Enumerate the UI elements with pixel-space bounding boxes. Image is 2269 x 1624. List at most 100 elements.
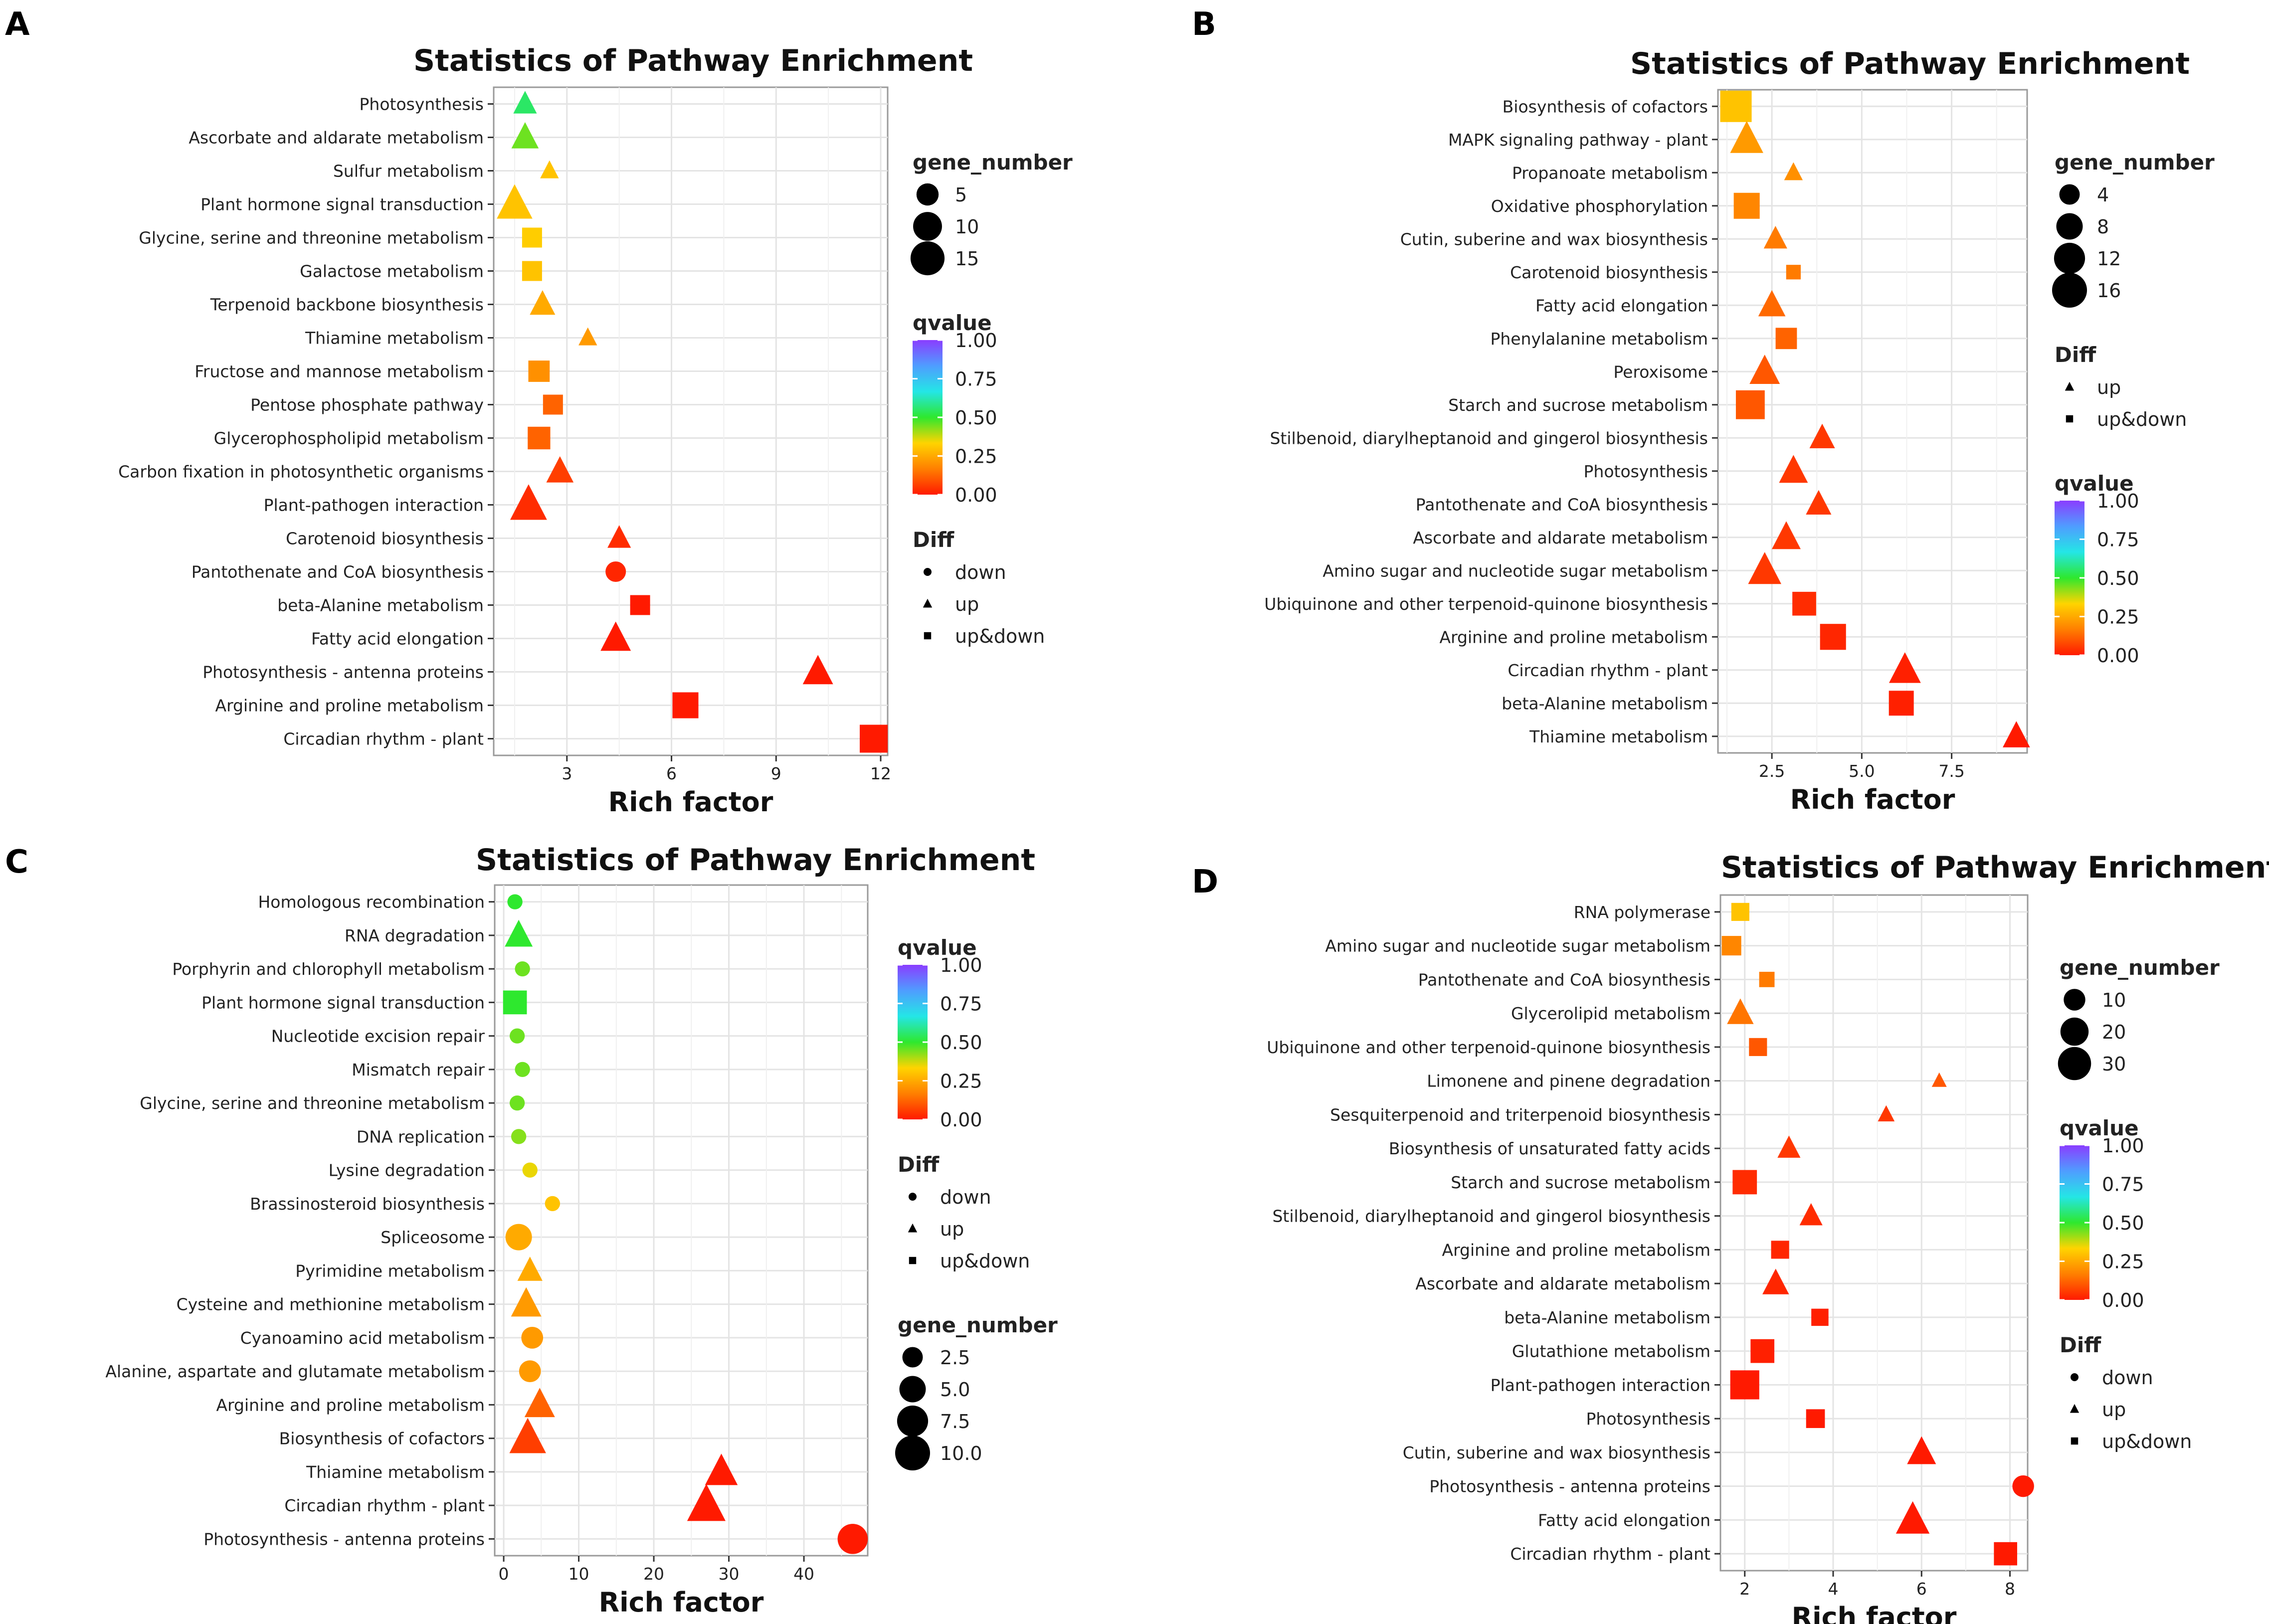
pathway-label: Cutin, suberine and wax biosynthesis bbox=[1400, 229, 1708, 249]
pathway-label: Porphyrin and chlorophyll metabolism bbox=[172, 959, 485, 979]
size-legend-key bbox=[899, 1376, 926, 1403]
x-tick-label: 8 bbox=[2005, 1579, 2015, 1599]
data-point bbox=[1777, 1135, 1801, 1158]
data-point bbox=[860, 724, 888, 753]
pathway-label: Propanoate metabolism bbox=[1512, 163, 1708, 182]
data-point bbox=[1762, 1268, 1789, 1294]
data-point bbox=[1750, 1339, 1775, 1363]
pathway-label: Pantothenate and CoA biosynthesis bbox=[1416, 495, 1708, 514]
pathway-label: Circadian rhythm - plant bbox=[1510, 1544, 1710, 1564]
data-point bbox=[515, 1062, 530, 1078]
data-point bbox=[1758, 290, 1786, 317]
diff-legend-label: down bbox=[940, 1186, 991, 1208]
pathway-label: Biosynthesis of cofactors bbox=[1503, 97, 1708, 116]
diff-legend-label: up&down bbox=[940, 1250, 1030, 1272]
data-point bbox=[1809, 423, 1835, 448]
data-point bbox=[509, 1095, 525, 1111]
pathway-label: Phenylalanine metabolism bbox=[1490, 329, 1708, 349]
diff-legend-key bbox=[909, 1193, 917, 1201]
panel-b: B Statistics of Pathway Enrichment Biosynt… bbox=[1192, 6, 2215, 815]
pathway-label: Starch and sucrose metabolism bbox=[1451, 1173, 1710, 1192]
data-point bbox=[1749, 1038, 1767, 1056]
panel-c: C Statistics of Pathway Enrichment Homolog… bbox=[5, 843, 1058, 1618]
pathway-label: Stilbenoid, diarylheptanoid and gingerol… bbox=[1270, 428, 1708, 448]
chart-title: Statistics of Pathway Enrichment bbox=[1630, 46, 2190, 81]
size-legend-key bbox=[2058, 1047, 2091, 1081]
pathway-label: Photosynthesis bbox=[1584, 462, 1708, 481]
size-legend-label: 8 bbox=[2097, 216, 2109, 238]
size-legend-key bbox=[2052, 273, 2087, 308]
x-tick-label: 6 bbox=[1916, 1579, 1927, 1599]
data-point bbox=[510, 484, 547, 520]
x-axis-label: Rich factor bbox=[1792, 1602, 1957, 1624]
data-point bbox=[511, 1287, 542, 1317]
data-point bbox=[1895, 1501, 1930, 1534]
pathway-label: Glycine, serine and threonine metabolism bbox=[140, 1093, 485, 1113]
pathway-label: Amino sugar and nucleotide sugar metabol… bbox=[1325, 936, 1710, 956]
data-point bbox=[1811, 1308, 1829, 1326]
pathway-label: Homologous recombination bbox=[258, 893, 485, 912]
data-point bbox=[1763, 225, 1787, 249]
data-point bbox=[1727, 998, 1754, 1024]
pathway-label: Sulfur metabolism bbox=[333, 162, 484, 181]
size-legend-label: 10.0 bbox=[940, 1443, 982, 1464]
data-point bbox=[513, 91, 537, 114]
panel-a: A Statistics of Pathway Enrichment Photosy… bbox=[5, 6, 1073, 818]
pathway-label: Plant hormone signal transduction bbox=[201, 993, 485, 1012]
diff-legend-title: Diff bbox=[2055, 343, 2096, 367]
pathway-label: Galactose metabolism bbox=[300, 262, 484, 281]
pathway-label: Pantothenate and CoA biosynthesis bbox=[1418, 970, 1710, 989]
data-point bbox=[505, 1224, 532, 1251]
qvalue-legend-label: 0.00 bbox=[2097, 645, 2139, 667]
panel-label: A bbox=[5, 6, 30, 43]
pathway-label: Cysteine and methionine metabolism bbox=[177, 1295, 485, 1314]
x-tick-label: 3 bbox=[562, 764, 572, 783]
diff-legend-label: up&down bbox=[955, 625, 1045, 647]
pathway-label: RNA degradation bbox=[345, 926, 485, 945]
size-legend-title: gene_number bbox=[2055, 150, 2215, 175]
pathway-label: Ascorbate and aldarate metabolism bbox=[189, 128, 484, 148]
data-point bbox=[1720, 90, 1752, 122]
data-point bbox=[1721, 936, 1741, 956]
data-point bbox=[511, 122, 539, 149]
diff-legend-label: up bbox=[2102, 1399, 2126, 1421]
pathway-label: Arginine and proline metabolism bbox=[1442, 1240, 1711, 1260]
pathway-label: DNA replication bbox=[357, 1127, 485, 1146]
pathway-label: Oxidative phosphorylation bbox=[1491, 196, 1708, 216]
data-point bbox=[511, 1129, 527, 1144]
qvalue-legend-label: 0.25 bbox=[2097, 606, 2139, 628]
chart-title: Statistics of Pathway Enrichment bbox=[1721, 850, 2269, 885]
diff-legend-label: down bbox=[955, 561, 1006, 583]
data-point bbox=[545, 1196, 561, 1212]
pathway-label: Limonene and pinene degradation bbox=[1427, 1072, 1710, 1091]
qvalue-legend-title: qvalue bbox=[2055, 471, 2134, 496]
x-axis-label: Rich factor bbox=[599, 1587, 764, 1618]
data-point bbox=[524, 1388, 555, 1418]
x-tick-label: 10 bbox=[568, 1564, 589, 1584]
x-tick-label: 30 bbox=[719, 1564, 740, 1584]
qvalue-legend-label: 0.00 bbox=[940, 1109, 982, 1131]
pathway-label: Carbon fixation in photosynthetic organi… bbox=[118, 462, 484, 482]
diff-legend-key bbox=[2070, 1404, 2080, 1413]
data-point bbox=[1889, 691, 1914, 716]
pathway-label: MAPK signaling pathway - plant bbox=[1448, 130, 1708, 150]
data-point bbox=[1748, 552, 1781, 584]
qvalue-legend-label: 1.00 bbox=[2102, 1135, 2144, 1157]
qvalue-legend-label: 0.75 bbox=[955, 368, 997, 390]
plot-area bbox=[493, 86, 889, 756]
pathway-label: Thiamine metabolism bbox=[305, 329, 484, 348]
pathway-label: Alanine, aspartate and glutamate metabol… bbox=[105, 1362, 485, 1381]
size-legend-label: 5.0 bbox=[940, 1379, 970, 1401]
pathway-label: Photosynthesis - antenna proteins bbox=[203, 1529, 485, 1549]
size-legend-label: 10 bbox=[955, 216, 979, 238]
pathway-label: Biosynthesis of unsaturated fatty acids bbox=[1389, 1139, 1710, 1158]
pathway-label: Stilbenoid, diarylheptanoid and gingerol… bbox=[1272, 1207, 1710, 1226]
size-legend-title: gene_number bbox=[913, 150, 1073, 175]
qvalue-legend-label: 1.00 bbox=[955, 330, 997, 352]
x-axis-label: Rich factor bbox=[608, 786, 773, 818]
data-point bbox=[1730, 121, 1763, 153]
data-point bbox=[521, 1326, 544, 1349]
pathway-label: Glutathione metabolism bbox=[1512, 1342, 1710, 1361]
pathway-label: Biosynthesis of cofactors bbox=[279, 1429, 485, 1448]
chart-title: Statistics of Pathway Enrichment bbox=[413, 43, 973, 78]
